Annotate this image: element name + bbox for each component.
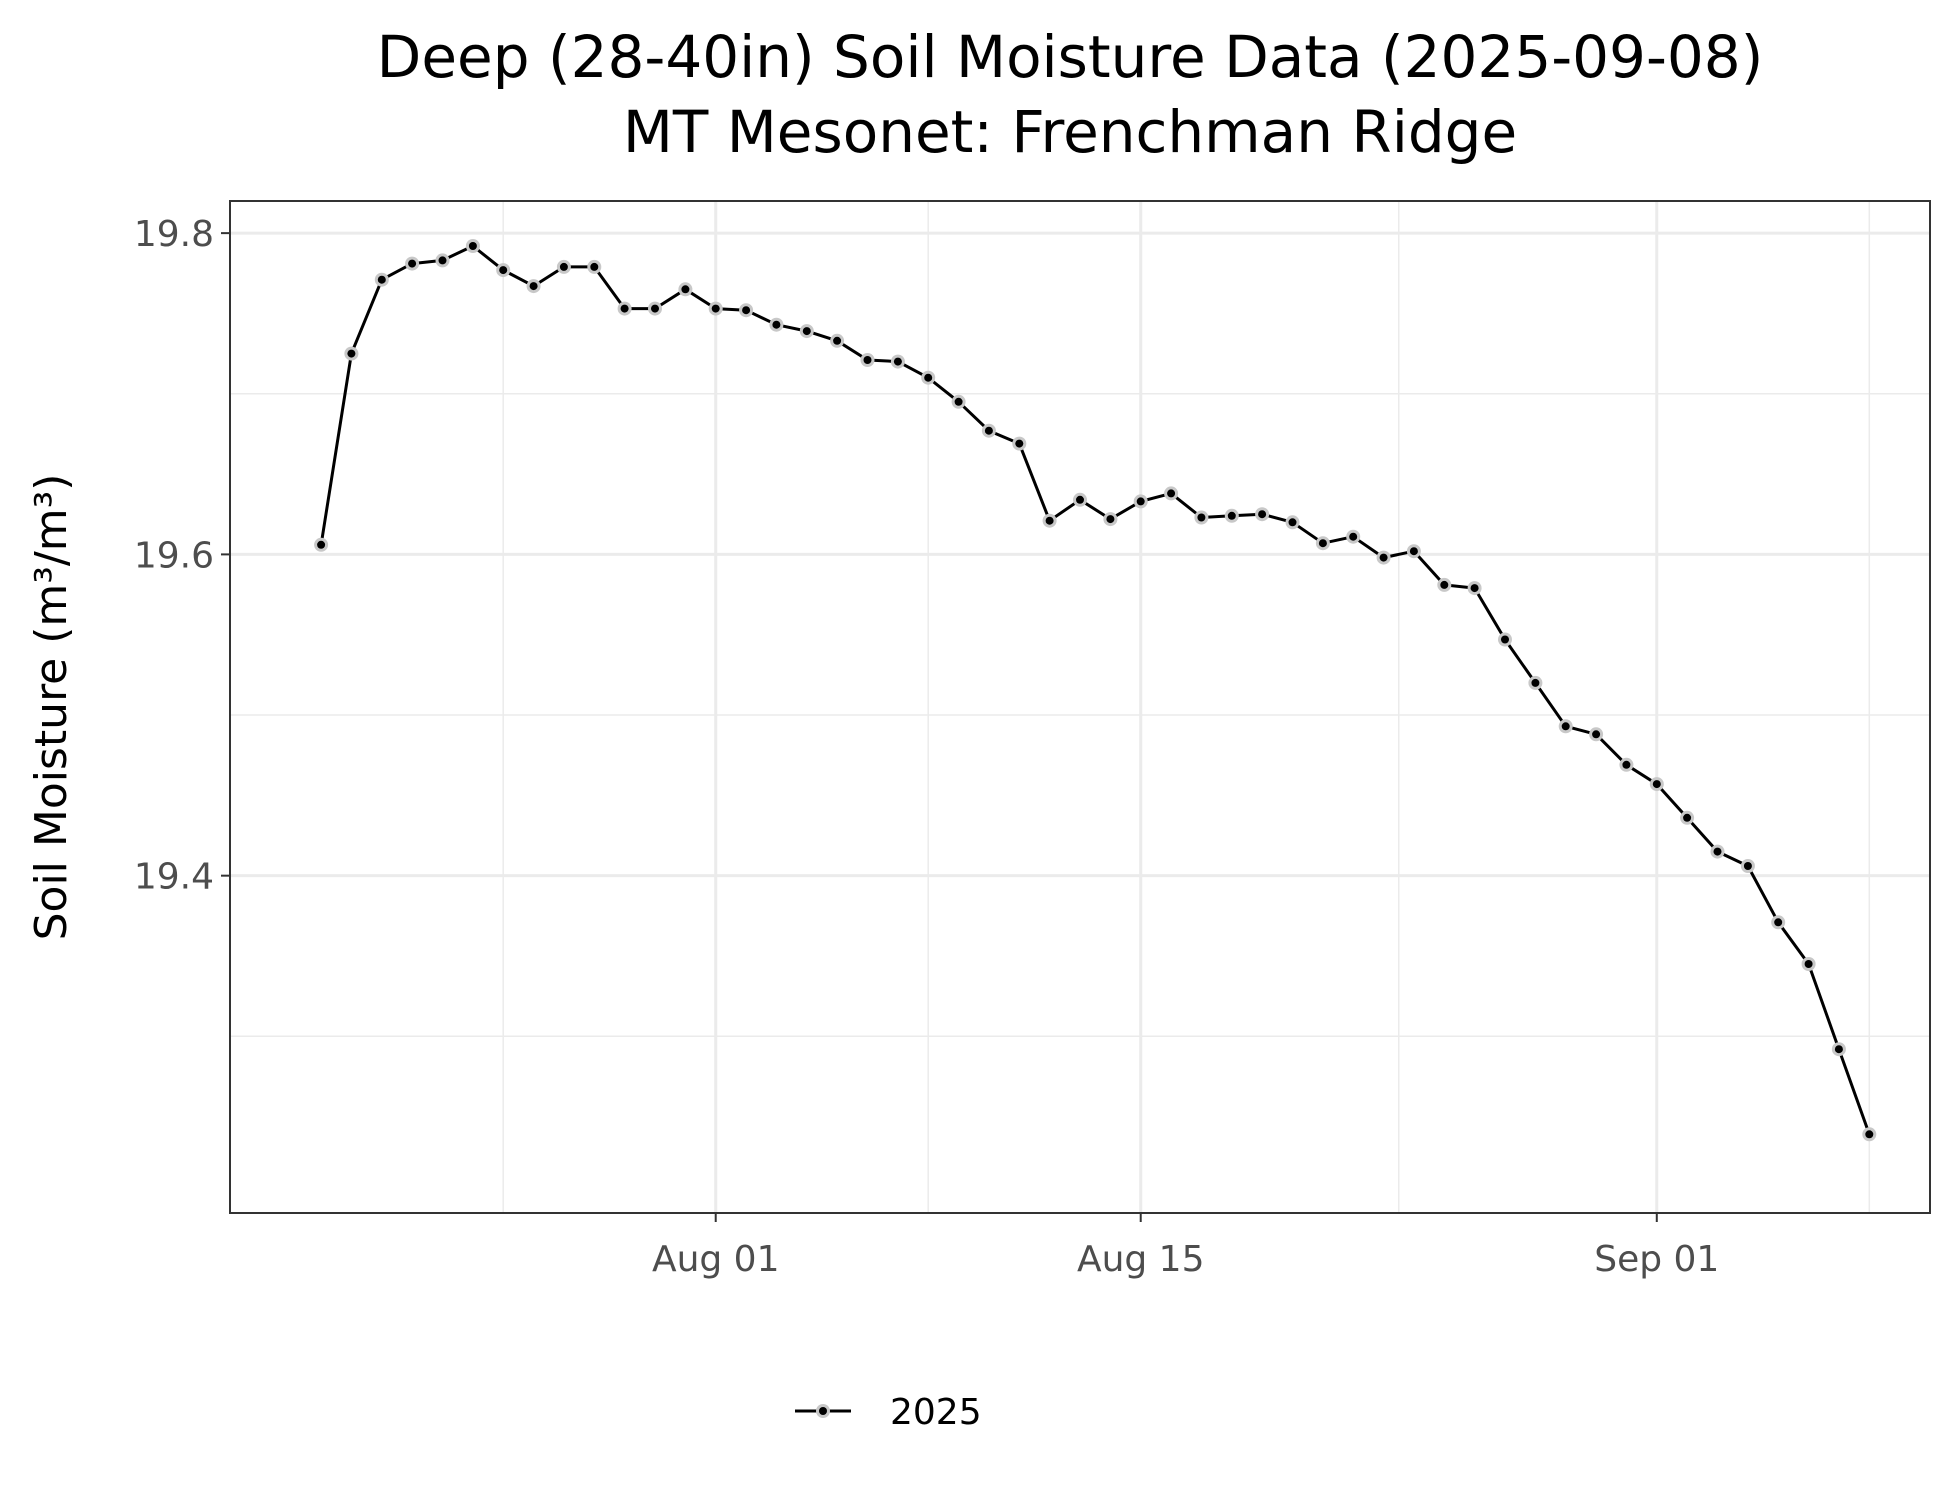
data-point [1592,730,1601,739]
data-point [772,320,781,329]
data-point [1561,722,1570,731]
data-point [1136,497,1145,506]
x-axis: Aug 01 Aug 15 Sep 01 [652,1213,1719,1280]
data-point [1774,918,1783,927]
data-point [620,304,629,313]
data-point [1045,516,1054,525]
data-point [711,304,720,313]
data-point [468,242,477,250]
data-point [984,426,993,435]
data-point [1349,532,1358,541]
data-point [1440,580,1449,589]
major-gridlines [230,201,1930,1213]
data-point [1167,489,1176,498]
y-tick-label: 19.6 [134,535,214,576]
data-point [1865,1130,1874,1139]
data-point [408,259,417,268]
x-tick-label: Aug 01 [652,1239,780,1280]
data-point [1258,510,1267,519]
data-point [1531,678,1540,687]
data-point [1713,847,1722,856]
data-point [742,306,751,315]
series-line-2025 [319,244,1871,1135]
y-tick-label: 19.8 [134,214,214,255]
data-point [1409,547,1418,556]
data-point [954,397,963,406]
data-point [1227,511,1236,520]
data-point [1015,439,1024,448]
data-point [1288,518,1297,527]
data-point [529,282,538,291]
data-point [681,285,690,294]
data-point [1683,813,1692,822]
data-point [1470,584,1479,593]
data-point [1076,495,1084,504]
data-point [1318,539,1327,548]
series-layer [314,239,1877,1142]
data-point [924,373,933,382]
data-point [863,356,872,364]
y-tick-label: 19.4 [134,857,214,898]
plot-background [230,201,1930,1213]
data-point [317,540,326,549]
data-point [651,304,659,313]
legend-label-2025: 2025 [890,1392,982,1433]
minor-gridlines [230,201,1930,1213]
data-point [1106,515,1115,524]
y-axis-title: Soil Moisture (m³/m³) [26,474,77,941]
legend: 2025 [795,1392,982,1433]
plot-border [229,200,1931,1214]
data-point [1197,513,1206,522]
data-point [438,256,447,265]
data-point [559,262,568,271]
x-tick-label: Sep 01 [1594,1239,1719,1280]
data-point [1743,862,1752,870]
data-point [1379,553,1388,562]
y-axis: 19.4 19.6 19.8 [134,214,230,898]
data-point [590,262,599,271]
data-point [802,327,811,336]
chart-title: Deep (28-40in) Soil Moisture Data (2025-… [377,23,1764,91]
legend-key-point [819,1407,827,1415]
data-point [833,336,842,345]
data-point [377,275,386,284]
data-point [1652,780,1661,789]
data-point [893,357,902,366]
x-tick-label: Aug 15 [1077,1239,1205,1280]
data-point [1804,960,1813,968]
data-point [1501,635,1509,644]
data-point [499,266,508,275]
chart-subtitle: MT Mesonet: Frenchman Ridge [623,98,1517,166]
data-point [1834,1045,1843,1054]
data-point [1622,760,1631,769]
plot-panel [229,200,1931,1214]
data-point [347,349,356,358]
